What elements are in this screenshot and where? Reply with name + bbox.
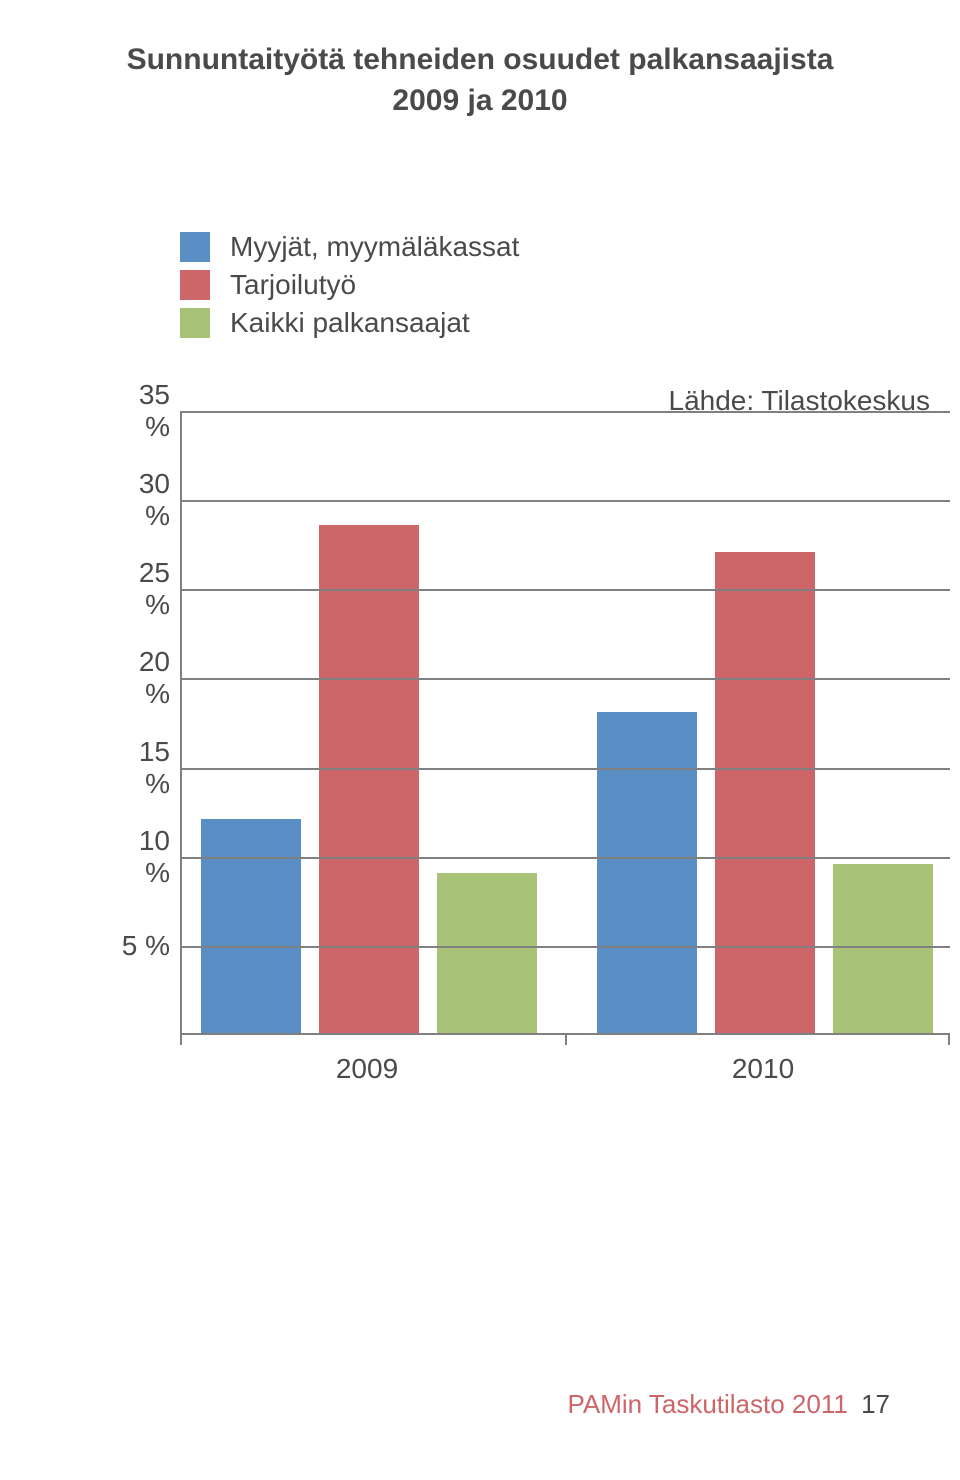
y-axis-label: 25 % — [110, 557, 170, 621]
gridline — [180, 589, 950, 591]
y-axis-label: 15 % — [110, 736, 170, 800]
legend-item: Kaikki palkansaajat — [180, 307, 900, 339]
gridline — [180, 946, 950, 948]
x-axis-tick — [948, 1035, 950, 1045]
title-line2: 2009 ja 2010 — [392, 84, 567, 117]
bar — [597, 712, 697, 1033]
page-footer: PAMin Taskutilasto 2011 17 — [567, 1389, 890, 1420]
bar — [201, 819, 301, 1033]
gridline — [180, 411, 950, 413]
legend-swatch-icon — [180, 270, 210, 300]
plot-area — [180, 411, 950, 1035]
legend-label: Kaikki palkansaajat — [230, 307, 470, 339]
legend: Myyjät, myymäläkassat Tarjoilutyö Kaikki p… — [180, 231, 900, 345]
legend-item: Myyjät, myymäläkassat — [180, 231, 900, 263]
gridline — [180, 768, 950, 770]
bar — [437, 873, 537, 1033]
legend-label: Myyjät, myymäläkassat — [230, 231, 519, 263]
y-axis-label: 20 % — [110, 646, 170, 710]
page: Sunnuntaityötä tehneiden osuudet palkans… — [0, 0, 960, 1480]
page-title: Sunnuntaityötä tehneiden osuudet palkans… — [127, 40, 834, 121]
y-axis-label: 10 % — [110, 825, 170, 889]
gridline — [180, 678, 950, 680]
bar — [319, 525, 419, 1033]
footer-text: PAMin Taskutilasto 2011 — [567, 1389, 847, 1419]
x-axis-tick — [565, 1035, 567, 1045]
title-line1: Sunnuntaityötä tehneiden osuudet palkans… — [127, 43, 834, 76]
legend-swatch-icon — [180, 308, 210, 338]
bar — [833, 864, 933, 1033]
gridline — [180, 857, 950, 859]
y-axis-label: 35 % — [110, 379, 170, 443]
x-axis-tick — [180, 1035, 182, 1045]
footer-pagenum: 17 — [861, 1389, 890, 1419]
x-axis-label: 2009 — [336, 1053, 398, 1085]
y-axis-label: 30 % — [110, 468, 170, 532]
chart: Lähde: Tilastokeskus 5 %10 %15 %20 %25 %… — [110, 385, 950, 1095]
legend-label: Tarjoilutyö — [230, 269, 356, 301]
y-axis-label: 5 % — [110, 930, 170, 962]
legend-swatch-icon — [180, 232, 210, 262]
legend-item: Tarjoilutyö — [180, 269, 900, 301]
gridline — [180, 500, 950, 502]
bar — [715, 552, 815, 1033]
x-axis-label: 2010 — [732, 1053, 794, 1085]
